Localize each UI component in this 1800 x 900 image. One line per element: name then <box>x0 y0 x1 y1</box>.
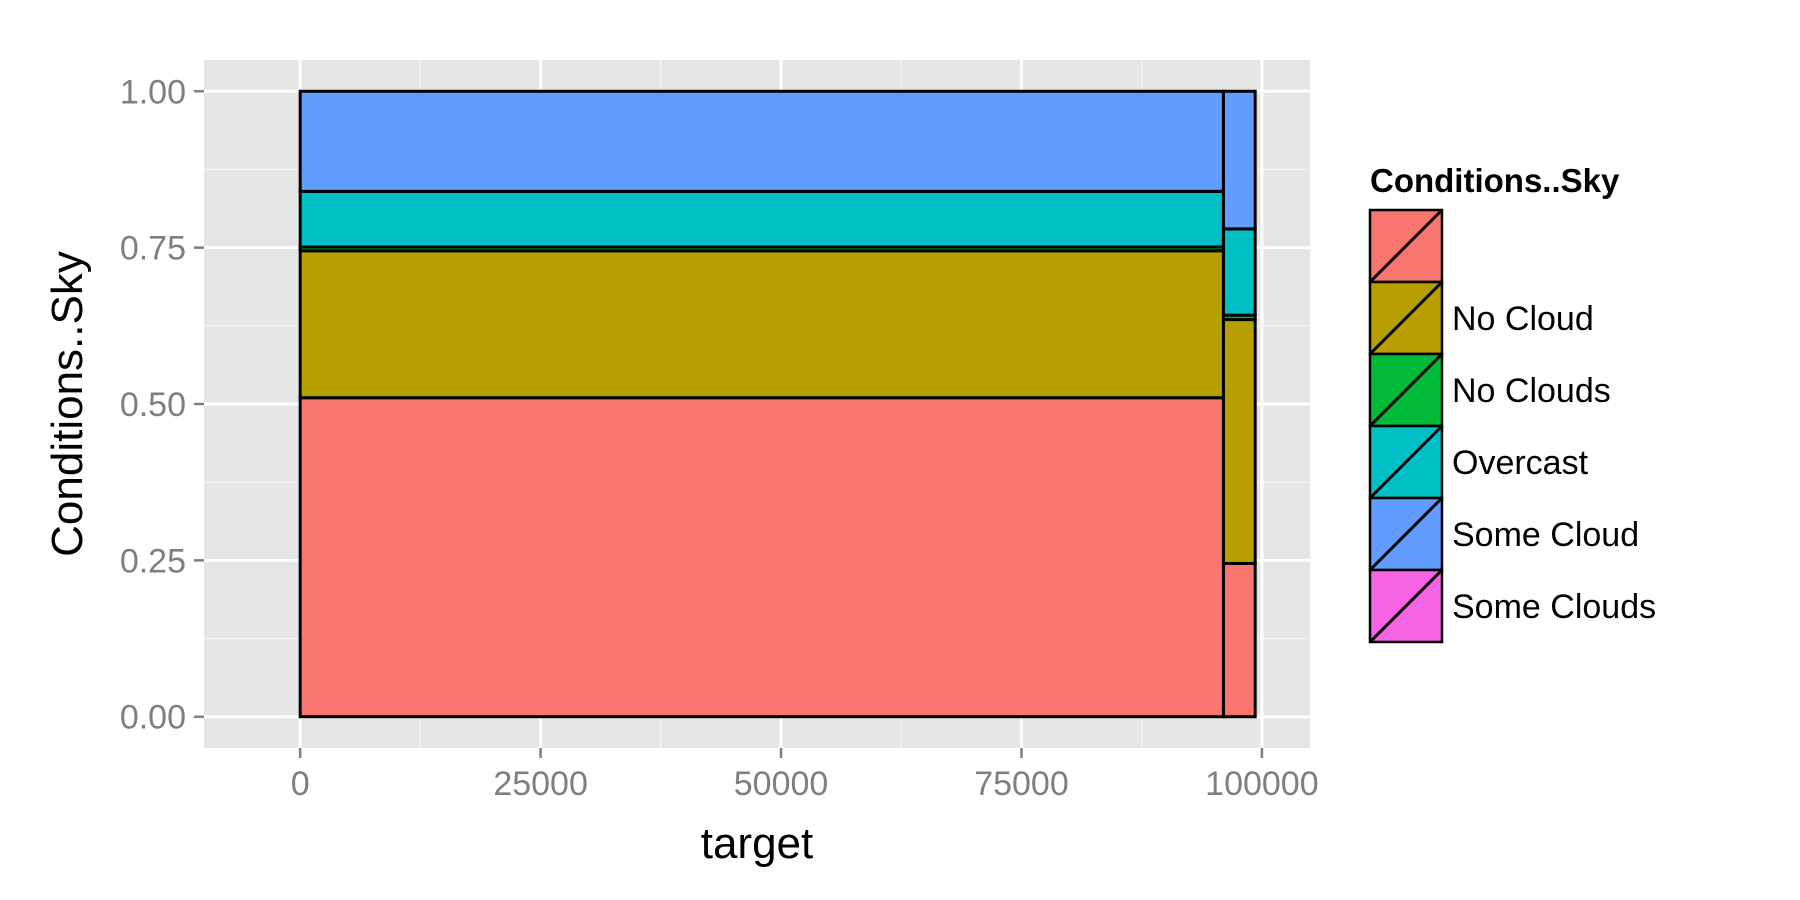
bar-segment <box>298 189 1225 249</box>
legend-label: No Cloud <box>1452 300 1594 338</box>
x-tick-label: 100000 <box>1205 765 1318 803</box>
legend-label: Overcast <box>1452 444 1589 482</box>
x-axis-ticks: 0 25000 50000 75000 100000 <box>291 748 1319 803</box>
bars <box>298 89 1257 719</box>
x-tick-label: 50000 <box>734 765 829 803</box>
x-tick-label: 0 <box>291 765 310 803</box>
legend-label: Some Cloud <box>1452 516 1639 554</box>
bar-segment <box>1221 561 1257 719</box>
bar-segment <box>298 396 1225 719</box>
bar-segment <box>1221 318 1257 565</box>
legend: Conditions..Sky No Cloud No Clouds Overcas… <box>1368 162 1656 644</box>
bar-segment <box>1221 227 1257 317</box>
legend-label: Some Clouds <box>1452 588 1656 626</box>
y-tick-label: 0.00 <box>120 699 186 737</box>
y-tick-label: 0.25 <box>120 542 186 580</box>
y-axis-ticks: 0.00 0.25 0.50 0.75 1.00 <box>120 73 204 737</box>
legend-title: Conditions..Sky <box>1370 162 1620 199</box>
legend-swatch-slash <box>1368 208 1444 284</box>
bar-segment <box>298 89 1225 193</box>
legend-swatch-slash <box>1368 568 1444 644</box>
legend-swatch-slash <box>1368 280 1444 356</box>
legend-label: No Clouds <box>1452 372 1611 410</box>
x-tick-label: 25000 <box>493 765 588 803</box>
x-tick-label: 75000 <box>974 765 1069 803</box>
y-tick-label: 0.50 <box>120 386 186 424</box>
legend-entries: No Cloud No Clouds Overcast Some Cloud Some … <box>1368 208 1656 644</box>
y-tick-label: 1.00 <box>120 73 186 111</box>
bar-segment <box>298 249 1225 400</box>
legend-swatch-slash <box>1368 496 1444 572</box>
y-tick-label: 0.75 <box>120 230 186 268</box>
y-axis-title: Conditions..Sky <box>43 251 92 557</box>
x-axis-title: target <box>701 819 814 868</box>
legend-swatch-slash <box>1368 352 1444 428</box>
bar-segment <box>1221 89 1257 231</box>
legend-swatch-slash <box>1368 424 1444 500</box>
